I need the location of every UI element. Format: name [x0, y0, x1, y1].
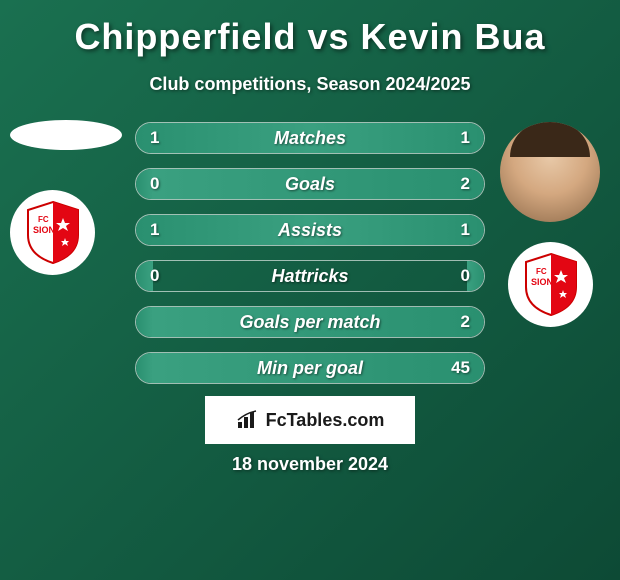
stat-label: Hattricks [271, 266, 348, 287]
fctables-logo-icon [236, 410, 260, 430]
player-left-avatar-placeholder [10, 120, 122, 150]
brand-text: FcTables.com [266, 410, 385, 431]
svg-text:SION: SION [33, 225, 55, 235]
stats-table: 1 Matches 1 0 Goals 2 1 Assists 1 0 Hatt… [135, 122, 485, 398]
stat-value-right: 2 [461, 174, 470, 194]
fc-sion-shield-icon: FC SION [23, 200, 83, 265]
stat-label: Assists [278, 220, 342, 241]
stat-row-matches: 1 Matches 1 [135, 122, 485, 154]
stat-row-goals: 0 Goals 2 [135, 168, 485, 200]
stat-value-right: 1 [461, 128, 470, 148]
stat-row-goals-per-match: Goals per match 2 [135, 306, 485, 338]
stat-value-right: 2 [461, 312, 470, 332]
stat-value-left: 0 [150, 174, 159, 194]
stat-value-right: 1 [461, 220, 470, 240]
stat-value-right: 45 [451, 358, 470, 378]
subtitle: Club competitions, Season 2024/2025 [0, 74, 620, 95]
player-left-panel: FC SION [10, 120, 110, 275]
stat-row-min-per-goal: Min per goal 45 [135, 352, 485, 384]
stat-bar-left [136, 353, 153, 383]
stat-value-right: 0 [461, 266, 470, 286]
player-right-club-badge: FC SION [508, 242, 593, 327]
player-left-club-badge: FC SION [10, 190, 95, 275]
player-right-panel: FC SION [500, 122, 600, 327]
svg-text:FC: FC [536, 267, 547, 276]
comparison-container: Chipperfield vs Kevin Bua Club competiti… [0, 0, 620, 580]
date-label: 18 november 2024 [232, 454, 388, 475]
svg-text:FC: FC [38, 215, 49, 224]
stat-value-left: 0 [150, 266, 159, 286]
brand-box[interactable]: FcTables.com [205, 396, 415, 444]
fc-sion-shield-icon: FC SION [521, 252, 581, 317]
stat-label: Goals [285, 174, 335, 195]
player-right-avatar [500, 122, 600, 222]
stat-row-assists: 1 Assists 1 [135, 214, 485, 246]
stat-row-hattricks: 0 Hattricks 0 [135, 260, 485, 292]
stat-value-left: 1 [150, 128, 159, 148]
stat-bar-left [136, 307, 153, 337]
page-title: Chipperfield vs Kevin Bua [0, 16, 620, 58]
stat-value-left: 1 [150, 220, 159, 240]
svg-text:SION: SION [531, 277, 553, 287]
stat-label: Matches [274, 128, 346, 149]
stat-label: Min per goal [257, 358, 363, 379]
stat-label: Goals per match [239, 312, 380, 333]
